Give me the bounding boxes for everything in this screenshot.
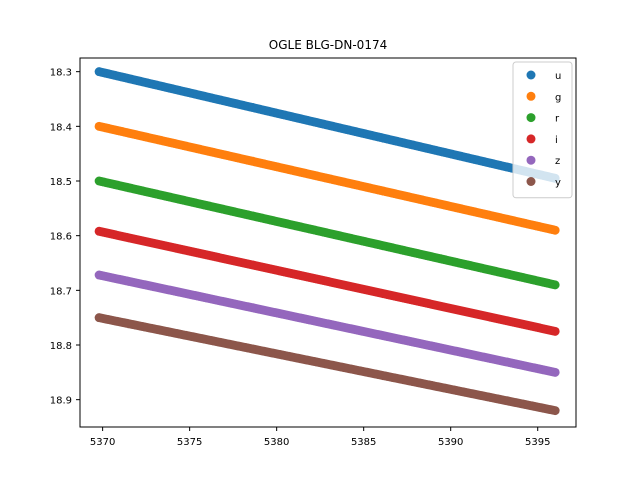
x-tick-label: 5370 xyxy=(90,437,115,448)
data-point xyxy=(550,225,560,235)
legend-entry-g: g xyxy=(526,91,561,103)
legend-label: i xyxy=(555,135,558,146)
x-tick-label: 5375 xyxy=(177,437,202,448)
legend-entry-y: y xyxy=(526,177,561,189)
series-y xyxy=(94,313,560,416)
series-g xyxy=(94,121,560,235)
legend-marker xyxy=(526,91,536,101)
x-tick-label: 5385 xyxy=(351,437,376,448)
data-point xyxy=(550,406,560,416)
y-tick-label: 18.7 xyxy=(50,286,72,297)
legend-label: g xyxy=(555,92,561,103)
chart-title: OGLE BLG-DN-0174 xyxy=(269,38,387,52)
y-tick-label: 18.4 xyxy=(50,122,72,133)
legend-label: y xyxy=(555,178,561,189)
data-point xyxy=(550,326,560,336)
legend-label: u xyxy=(555,71,561,82)
legend-entry-z: z xyxy=(526,155,560,167)
x-tick-label: 5395 xyxy=(525,437,550,448)
y-tick-label: 18.3 xyxy=(50,68,72,79)
y-tick-label: 18.9 xyxy=(50,396,72,407)
series-u xyxy=(94,67,560,183)
plot-frame xyxy=(79,57,577,428)
legend-marker xyxy=(526,155,536,165)
series-r xyxy=(94,176,560,290)
legend-box xyxy=(512,61,573,199)
legend-entry-r: r xyxy=(526,113,560,125)
y-tick-label: 18.5 xyxy=(50,177,72,188)
y-axis: 18.3 18.4 18.5 18.6 18.7 18.8 18.9 xyxy=(50,68,80,407)
data-point xyxy=(550,280,560,290)
legend-marker xyxy=(526,177,536,186)
y-tick-label: 18.8 xyxy=(50,341,72,352)
legend-marker xyxy=(526,70,536,80)
legend-label: z xyxy=(555,156,560,167)
legend-marker xyxy=(526,134,536,144)
x-tick-label: 5380 xyxy=(264,437,289,448)
legend-entry-i: i xyxy=(526,134,558,146)
x-axis: 5370 5375 5380 5385 5390 5395 xyxy=(90,427,550,448)
data-point xyxy=(550,367,560,377)
y-tick-label: 18.6 xyxy=(50,232,72,243)
legend-marker xyxy=(526,113,536,123)
series-z xyxy=(94,270,560,377)
data-points xyxy=(94,67,560,416)
x-tick-label: 5390 xyxy=(438,437,463,448)
series-i xyxy=(94,226,560,336)
legend-entry-u: u xyxy=(526,70,561,82)
legend-label: r xyxy=(555,114,560,125)
